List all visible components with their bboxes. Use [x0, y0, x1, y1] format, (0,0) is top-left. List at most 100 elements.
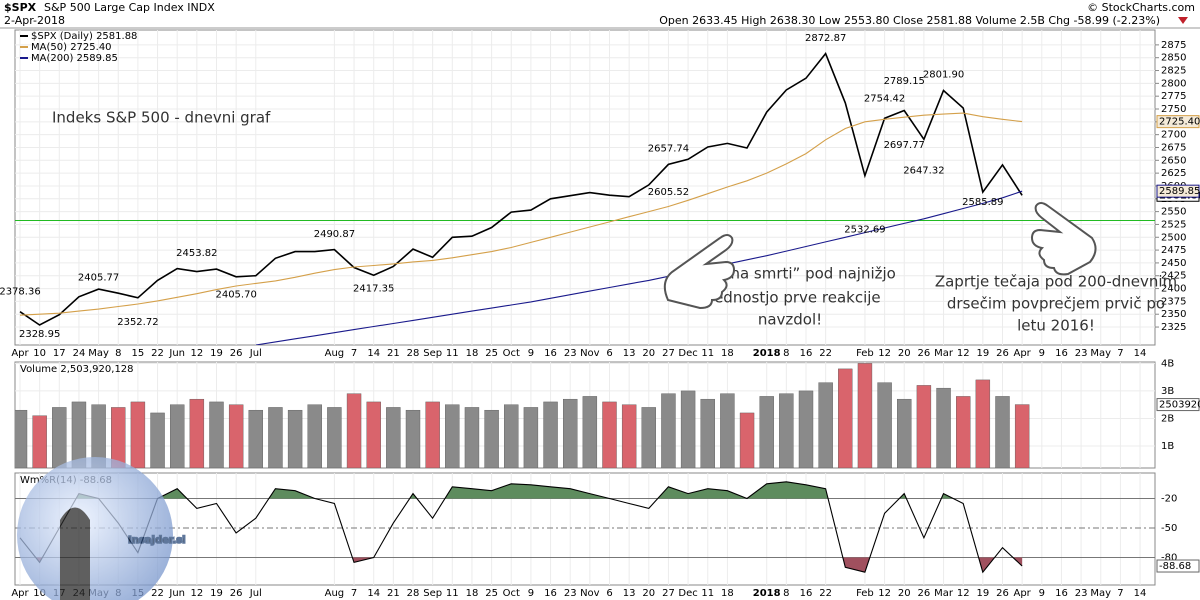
price-annotation: 2754.42 [864, 94, 905, 105]
x-tick-label: 23 [1075, 588, 1088, 599]
x-tick-label: 7 [351, 588, 357, 599]
legend-entry: $SPX (Daily) 2581.88 [31, 31, 137, 42]
price-annotation: 2378.36 [0, 287, 41, 298]
x-tick-label: 23 [1075, 348, 1088, 359]
ohlc: Open 2633.45 High 2638.30 Low 2553.80 Cl… [659, 14, 1160, 27]
x-tick-label: 25 [485, 348, 498, 359]
y-tick-label: -20 [1161, 494, 1177, 505]
x-tick-label: 16 [544, 348, 557, 359]
x-tick-label: 18 [466, 348, 479, 359]
y-tick-label: 2775 [1161, 91, 1186, 102]
volume-bar [661, 393, 676, 468]
volume-bar [798, 390, 814, 468]
volume-bar [386, 407, 401, 468]
volume-bar [130, 401, 146, 468]
y-tick-label: 2B [1161, 413, 1174, 424]
y-tick-label: 2650 [1161, 155, 1186, 166]
volume-bar [504, 404, 519, 468]
volume-bar [838, 368, 853, 468]
x-tick-label: 28 [407, 588, 420, 599]
volume-bar [523, 407, 539, 468]
x-tick-label: 19 [976, 348, 989, 359]
x-tick-label: Aug [325, 588, 345, 599]
y-tick-label: 2500 [1161, 232, 1186, 243]
legend-value: 2581.88 [96, 31, 137, 42]
x-tick-label: 8 [783, 348, 789, 359]
x-tick-label: 16 [800, 348, 813, 359]
x-tick-label: 24 [73, 348, 86, 359]
y-tick-label: 2425 [1161, 271, 1186, 282]
last-value-label: -88.68 [1159, 561, 1191, 572]
x-tick-label: Dec [678, 588, 697, 599]
volume-bar [71, 401, 87, 468]
volume-bar [287, 409, 303, 468]
volume-legend: Volume 2,503,920,128 [20, 364, 134, 375]
x-tick-label: 9 [528, 348, 534, 359]
x-tick-label: 26 [230, 348, 243, 359]
x-tick-label: 28 [407, 348, 420, 359]
volume-bar [307, 404, 322, 468]
legend-name: $SPX (Daily) [31, 31, 96, 42]
y-tick-label: 2350 [1161, 309, 1186, 320]
volume-bar [759, 396, 774, 468]
volume-bar [563, 398, 578, 468]
volume-bar [956, 396, 971, 468]
last-value-box [1156, 115, 1200, 129]
y-tick-label: -80 [1161, 552, 1177, 563]
x-tick-label: 18 [466, 588, 479, 599]
x-tick-label: Sep [423, 348, 442, 359]
x-tick-label: 16 [1055, 588, 1068, 599]
x-tick-label: 25 [485, 588, 498, 599]
x-tick-label: Aug [325, 348, 345, 359]
y-tick-label: 2400 [1161, 284, 1186, 295]
x-tick-label: 20 [898, 588, 911, 599]
x-tick-label: 18 [721, 588, 734, 599]
x-tick-label: 2018 [753, 348, 781, 359]
x-tick-label: 6 [606, 588, 612, 599]
x-tick-label: Apr [11, 588, 29, 599]
last-value-label: 2725.40 [1159, 117, 1200, 128]
x-tick-label: 26 [918, 588, 931, 599]
volume-bar [405, 409, 421, 468]
volume-bar [680, 390, 696, 468]
y-tick-label: 2700 [1161, 130, 1186, 141]
symbol-name: S&P 500 Large Cap Index INDX [44, 1, 215, 14]
x-tick-label: Feb [856, 588, 874, 599]
volume-bar [621, 404, 637, 468]
callout-line: T.i “cona smrti” pod najnižjo [683, 265, 896, 283]
x-tick-label: 26 [996, 588, 1009, 599]
volume-bar [91, 404, 106, 468]
legend-name: Volume [20, 364, 60, 375]
x-tick-label: 22 [819, 348, 832, 359]
callout-line: drsečim povprečjem prvič po [947, 295, 1165, 313]
volume-bar [995, 396, 1010, 468]
x-tick-label: 9 [1039, 348, 1045, 359]
legend-value: 2725.40 [70, 42, 111, 53]
x-tick-label: 19 [210, 348, 223, 359]
last-value-box [1156, 184, 1200, 198]
price-annotation: 2647.32 [903, 166, 944, 177]
x-tick-label: 26 [918, 348, 931, 359]
y-tick-label: 1B [1161, 441, 1174, 452]
legend-name: MA(200) [31, 53, 77, 64]
y-tick-label: 2625 [1161, 168, 1186, 179]
x-tick-label: 21 [387, 588, 400, 599]
x-tick-label: 22 [819, 588, 832, 599]
legend-value: 2589.85 [77, 53, 118, 64]
x-tick-label: 9 [528, 588, 534, 599]
y-tick-label: 2525 [1161, 219, 1186, 230]
x-tick-label: Sep [423, 588, 442, 599]
volume-bar [425, 401, 440, 468]
watermark-figure [60, 507, 90, 600]
volume-bar [916, 385, 932, 468]
x-tick-label: 16 [544, 588, 557, 599]
last-value-box [1156, 398, 1200, 412]
y-tick-label: 2825 [1161, 66, 1186, 77]
volume-bar [779, 393, 794, 468]
x-tick-label: 12 [190, 348, 203, 359]
legend-name: MA(50) [31, 42, 70, 53]
price-annotation: 2352.72 [117, 317, 158, 328]
hand-icon [663, 234, 736, 310]
